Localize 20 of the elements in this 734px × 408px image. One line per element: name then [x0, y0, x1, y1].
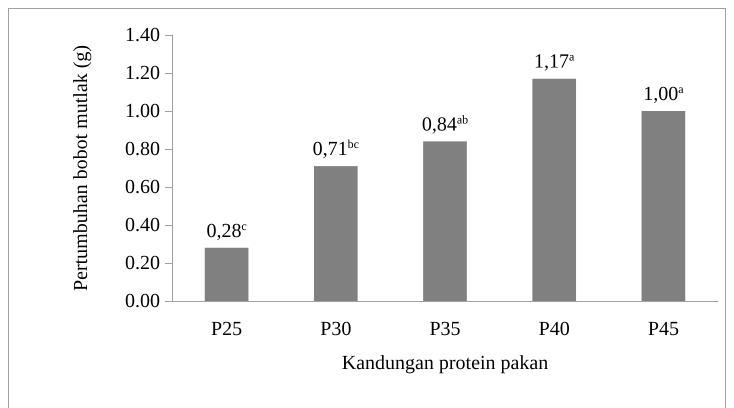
- x-axis-title: Kandungan protein pakan: [342, 352, 548, 374]
- y-tick-label: 1.40: [125, 24, 160, 46]
- y-tick-label: 0.40: [125, 214, 160, 236]
- y-tick-label: 1.20: [125, 62, 160, 84]
- bar: [532, 78, 576, 301]
- y-tick-label: 0.20: [125, 252, 160, 274]
- bar: [204, 248, 248, 301]
- x-tick-label: P45: [648, 318, 679, 340]
- y-tick-label: 0.00: [125, 290, 160, 312]
- y-axis-title: Pertumbuhan bobot mutlak (g): [70, 44, 92, 292]
- x-tick-label: P30: [320, 318, 352, 340]
- bar: [423, 141, 467, 301]
- y-tick-label: 0.80: [125, 138, 160, 160]
- x-tick-label: P40: [538, 318, 570, 340]
- x-tick-label: P25: [211, 318, 242, 340]
- y-tick-label: 1.00: [125, 100, 160, 122]
- y-tick-label: 0.60: [125, 176, 160, 198]
- bar: [314, 166, 358, 301]
- x-tick-label: P35: [429, 318, 461, 340]
- bar: [642, 111, 686, 301]
